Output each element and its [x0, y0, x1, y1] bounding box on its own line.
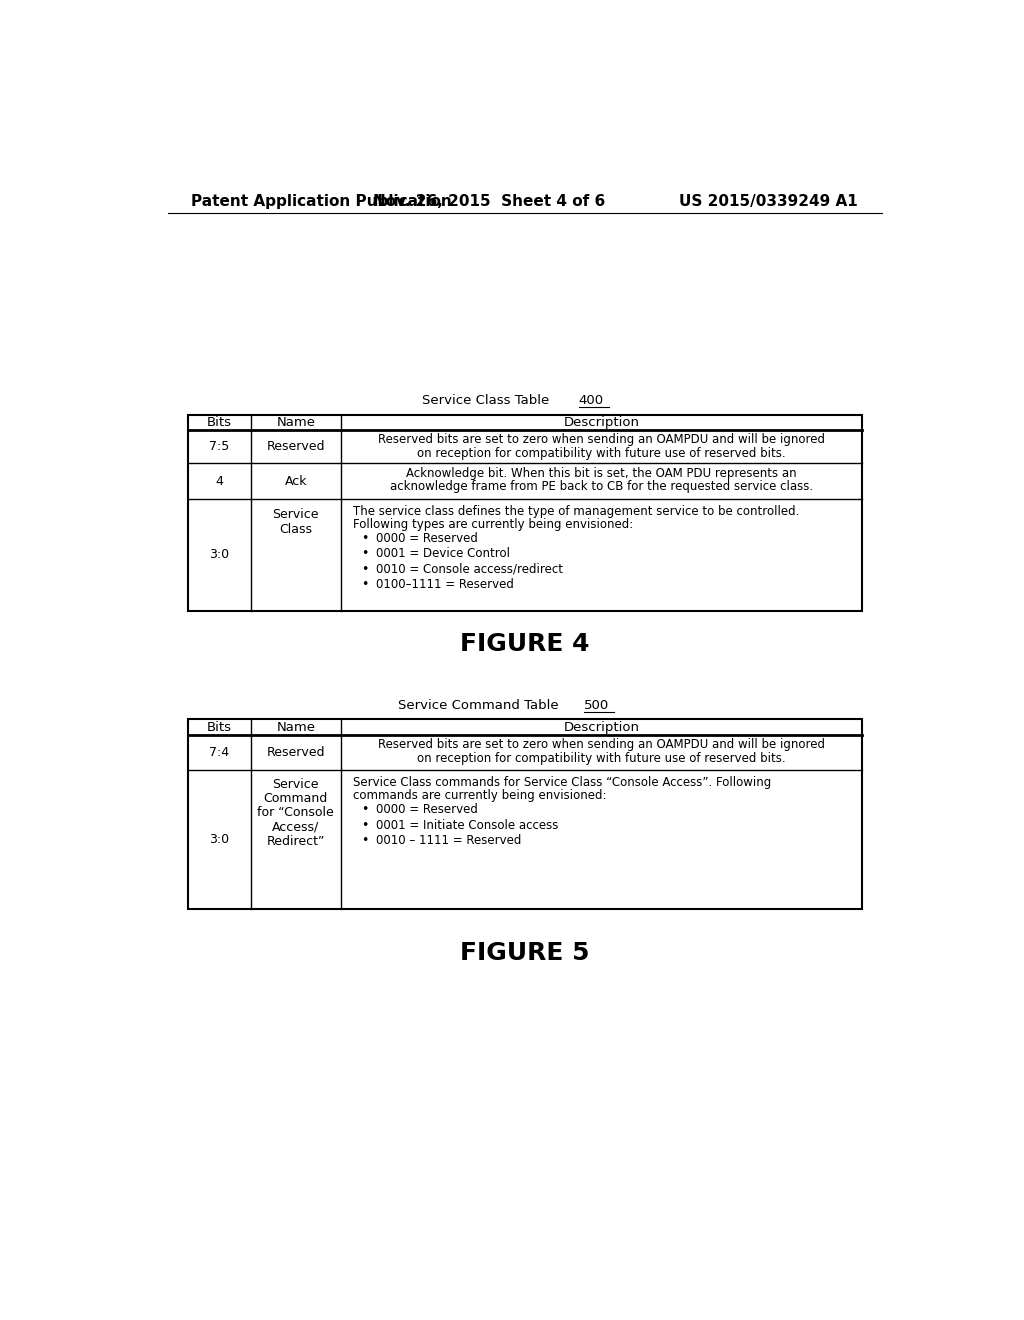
- Text: Reserved: Reserved: [266, 440, 325, 453]
- Text: on reception for compatibility with future use of reserved bits.: on reception for compatibility with futu…: [417, 446, 785, 459]
- Text: •: •: [360, 562, 369, 576]
- Text: Nov. 26, 2015  Sheet 4 of 6: Nov. 26, 2015 Sheet 4 of 6: [373, 194, 605, 209]
- Text: 0000 = Reserved: 0000 = Reserved: [377, 804, 478, 816]
- Text: US 2015/0339249 A1: US 2015/0339249 A1: [679, 194, 858, 209]
- Text: Service Class Table: Service Class Table: [422, 393, 553, 407]
- Text: Following types are currently being envisioned:: Following types are currently being envi…: [352, 517, 633, 531]
- Text: Patent Application Publication: Patent Application Publication: [191, 194, 453, 209]
- Text: 7:5: 7:5: [209, 440, 229, 453]
- Bar: [187, 414, 862, 611]
- Text: commands are currently being envisioned:: commands are currently being envisioned:: [352, 789, 606, 803]
- Text: Ack: Ack: [285, 475, 307, 487]
- Text: Service: Service: [272, 508, 319, 520]
- Text: 7:4: 7:4: [209, 746, 229, 759]
- Text: 0001 = Initiate Console access: 0001 = Initiate Console access: [377, 818, 559, 832]
- Text: acknowledge frame from PE back to CB for the requested service class.: acknowledge frame from PE back to CB for…: [390, 480, 813, 494]
- Text: Description: Description: [563, 721, 639, 734]
- Text: Access/: Access/: [272, 821, 319, 834]
- Text: Reserved bits are set to zero when sending an OAMPDU and will be ignored: Reserved bits are set to zero when sendi…: [378, 433, 825, 446]
- Bar: [187, 719, 862, 908]
- Text: 0010 – 1111 = Reserved: 0010 – 1111 = Reserved: [377, 834, 522, 847]
- Text: 500: 500: [585, 698, 609, 711]
- Text: Service Class commands for Service Class “Console Access”. Following: Service Class commands for Service Class…: [352, 776, 771, 789]
- Text: •: •: [360, 834, 369, 847]
- Text: Bits: Bits: [207, 416, 231, 429]
- Text: FIGURE 5: FIGURE 5: [460, 941, 590, 965]
- Text: Reserved: Reserved: [266, 746, 325, 759]
- Text: •: •: [360, 818, 369, 832]
- Text: Acknowledge bit. When this bit is set, the OAM PDU represents an: Acknowledge bit. When this bit is set, t…: [407, 467, 797, 480]
- Text: 0010 = Console access/redirect: 0010 = Console access/redirect: [377, 562, 563, 576]
- Text: •: •: [360, 548, 369, 560]
- Text: 4: 4: [215, 475, 223, 487]
- Text: Name: Name: [276, 721, 315, 734]
- Text: •: •: [360, 804, 369, 816]
- Text: Service: Service: [272, 777, 319, 791]
- Text: for “Console: for “Console: [257, 807, 334, 820]
- Text: 0000 = Reserved: 0000 = Reserved: [377, 532, 478, 545]
- Text: •: •: [360, 532, 369, 545]
- Text: Command: Command: [264, 792, 328, 805]
- Text: FIGURE 4: FIGURE 4: [460, 632, 590, 656]
- Text: 0100–1111 = Reserved: 0100–1111 = Reserved: [377, 578, 514, 591]
- Text: 400: 400: [579, 393, 604, 407]
- Text: 3:0: 3:0: [209, 833, 229, 846]
- Text: •: •: [360, 578, 369, 591]
- Text: The service class defines the type of management service to be controlled.: The service class defines the type of ma…: [352, 504, 799, 517]
- Text: Bits: Bits: [207, 721, 231, 734]
- Text: Description: Description: [563, 416, 639, 429]
- Text: 0001 = Device Control: 0001 = Device Control: [377, 548, 510, 560]
- Text: on reception for compatibility with future use of reserved bits.: on reception for compatibility with futu…: [417, 751, 785, 764]
- Text: Service Command Table: Service Command Table: [397, 698, 563, 711]
- Text: Reserved bits are set to zero when sending an OAMPDU and will be ignored: Reserved bits are set to zero when sendi…: [378, 738, 825, 751]
- Text: Name: Name: [276, 416, 315, 429]
- Text: 3:0: 3:0: [209, 548, 229, 561]
- Text: Redirect”: Redirect”: [266, 836, 325, 847]
- Text: Class: Class: [280, 523, 312, 536]
